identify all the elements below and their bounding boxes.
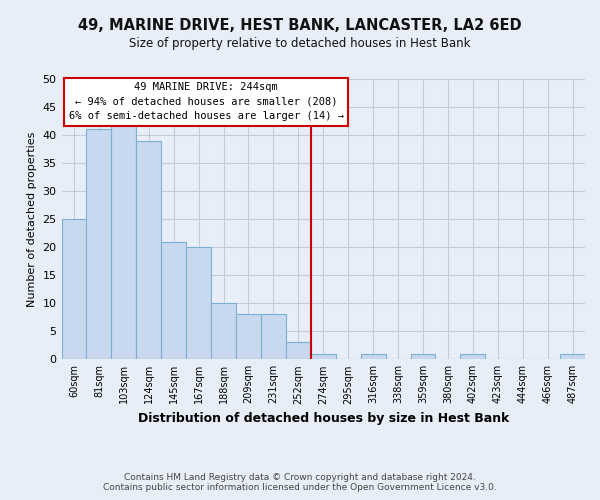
Bar bbox=[236, 314, 261, 360]
Text: Size of property relative to detached houses in Hest Bank: Size of property relative to detached ho… bbox=[129, 38, 471, 51]
Bar bbox=[86, 130, 112, 360]
Bar bbox=[211, 303, 236, 360]
Bar bbox=[261, 314, 286, 360]
Bar bbox=[410, 354, 436, 360]
Bar bbox=[460, 354, 485, 360]
Bar bbox=[161, 242, 186, 360]
Bar bbox=[560, 354, 585, 360]
Bar bbox=[286, 342, 311, 359]
X-axis label: Distribution of detached houses by size in Hest Bank: Distribution of detached houses by size … bbox=[137, 412, 509, 425]
Text: 49 MARINE DRIVE: 244sqm
← 94% of detached houses are smaller (208)
6% of semi-de: 49 MARINE DRIVE: 244sqm ← 94% of detache… bbox=[68, 82, 344, 122]
Text: Contains HM Land Registry data © Crown copyright and database right 2024.
Contai: Contains HM Land Registry data © Crown c… bbox=[103, 473, 497, 492]
Bar bbox=[136, 140, 161, 360]
Bar bbox=[186, 247, 211, 360]
Y-axis label: Number of detached properties: Number of detached properties bbox=[27, 132, 37, 307]
Bar bbox=[112, 124, 136, 360]
Bar bbox=[62, 219, 86, 360]
Text: 49, MARINE DRIVE, HEST BANK, LANCASTER, LA2 6ED: 49, MARINE DRIVE, HEST BANK, LANCASTER, … bbox=[78, 18, 522, 32]
Bar bbox=[311, 354, 336, 360]
Bar bbox=[361, 354, 386, 360]
